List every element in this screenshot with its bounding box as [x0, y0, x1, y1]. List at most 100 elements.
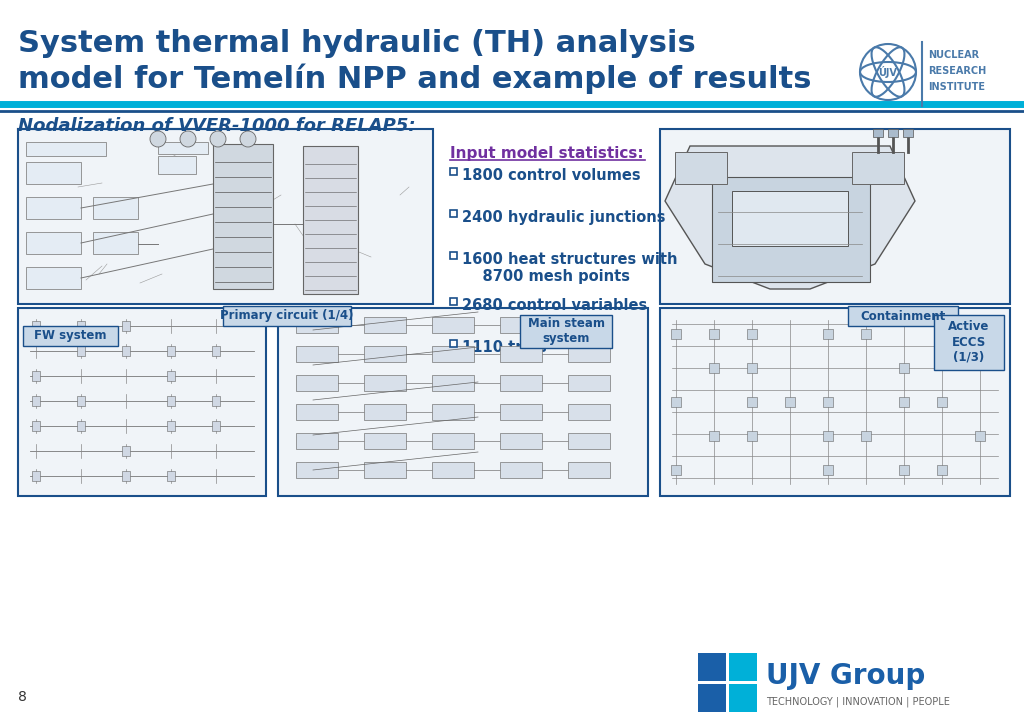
Text: INSTITUTE: INSTITUTE — [928, 82, 985, 92]
Bar — [861, 431, 871, 441]
Bar — [32, 396, 40, 406]
Bar — [432, 375, 474, 391]
Circle shape — [150, 131, 166, 147]
Text: System thermal hydraulic (TH) analysis: System thermal hydraulic (TH) analysis — [18, 29, 695, 58]
Bar — [122, 446, 130, 456]
Text: 2680 control variables: 2680 control variables — [462, 298, 647, 313]
Bar — [212, 421, 220, 431]
Bar — [500, 346, 542, 362]
Bar — [432, 462, 474, 478]
Bar — [500, 462, 542, 478]
Text: 1600 heat structures with
    8700 mesh points: 1600 heat structures with 8700 mesh poin… — [462, 252, 678, 285]
Bar — [729, 653, 757, 681]
Bar — [746, 431, 757, 441]
Bar — [899, 363, 909, 373]
Circle shape — [240, 131, 256, 147]
Bar — [873, 129, 883, 137]
Bar — [167, 346, 175, 356]
Bar — [296, 404, 338, 420]
Bar — [937, 465, 947, 475]
Bar — [93, 197, 138, 219]
Bar — [77, 321, 85, 331]
Bar — [698, 653, 726, 681]
Bar — [709, 363, 719, 373]
Bar — [823, 397, 833, 407]
Bar — [364, 404, 406, 420]
Bar — [296, 317, 338, 333]
Circle shape — [180, 131, 196, 147]
Bar — [568, 433, 610, 449]
Polygon shape — [665, 146, 915, 289]
Bar — [26, 142, 106, 156]
Bar — [26, 162, 81, 184]
Bar — [712, 177, 870, 282]
Bar — [223, 306, 351, 326]
Text: Containment: Containment — [860, 309, 945, 322]
Bar — [746, 363, 757, 373]
Text: 8: 8 — [18, 690, 27, 704]
Bar — [568, 404, 610, 420]
Bar — [934, 315, 1004, 370]
Bar — [432, 317, 474, 333]
Bar — [77, 396, 85, 406]
Bar — [888, 129, 898, 137]
Bar — [32, 421, 40, 431]
Text: FW system: FW system — [34, 329, 106, 342]
Text: 2400 hydraulic junctions: 2400 hydraulic junctions — [462, 210, 666, 225]
Bar — [432, 346, 474, 362]
Bar — [671, 397, 681, 407]
Text: Main steam
system: Main steam system — [527, 317, 604, 345]
Bar — [848, 306, 958, 326]
Bar — [432, 404, 474, 420]
Bar — [746, 329, 757, 339]
Bar — [213, 144, 273, 289]
Bar — [450, 340, 457, 347]
Bar — [32, 471, 40, 481]
Bar — [432, 433, 474, 449]
Bar — [77, 346, 85, 356]
Bar — [899, 465, 909, 475]
Text: NUCLEAR: NUCLEAR — [928, 50, 979, 60]
Bar — [861, 329, 871, 339]
Bar — [296, 462, 338, 478]
Bar — [212, 346, 220, 356]
Bar — [77, 421, 85, 431]
Text: UJV Group: UJV Group — [766, 662, 926, 690]
Text: TECHNOLOGY | INNOVATION | PEOPLE: TECHNOLOGY | INNOVATION | PEOPLE — [766, 696, 950, 707]
Bar — [32, 321, 40, 331]
Bar — [32, 371, 40, 381]
Bar — [937, 397, 947, 407]
Bar — [709, 431, 719, 441]
Bar — [450, 168, 457, 175]
Bar — [450, 298, 457, 305]
Text: Input model statistics:: Input model statistics: — [450, 146, 644, 161]
Bar — [823, 465, 833, 475]
Text: Active
ECCS
(1/3): Active ECCS (1/3) — [948, 321, 989, 363]
Bar — [364, 462, 406, 478]
Bar — [975, 431, 985, 441]
Bar — [18, 129, 433, 304]
Bar — [568, 375, 610, 391]
Circle shape — [210, 131, 226, 147]
Bar — [823, 329, 833, 339]
Bar — [698, 684, 726, 712]
Bar — [660, 129, 1010, 304]
Text: model for Temelín NPP and example of results: model for Temelín NPP and example of res… — [18, 64, 811, 95]
Bar — [167, 396, 175, 406]
Bar — [303, 146, 358, 294]
Bar — [26, 197, 81, 219]
Bar — [296, 433, 338, 449]
Bar — [709, 329, 719, 339]
Bar — [903, 129, 913, 137]
Bar — [660, 308, 1010, 496]
Bar — [23, 326, 118, 346]
Bar — [296, 375, 338, 391]
Bar — [158, 142, 208, 154]
Text: RESEARCH: RESEARCH — [928, 66, 986, 76]
Bar — [26, 267, 81, 289]
Bar — [568, 462, 610, 478]
Bar — [18, 308, 266, 496]
Bar — [899, 397, 909, 407]
Text: Primary circuit (1/4): Primary circuit (1/4) — [220, 309, 353, 322]
Bar — [500, 404, 542, 420]
